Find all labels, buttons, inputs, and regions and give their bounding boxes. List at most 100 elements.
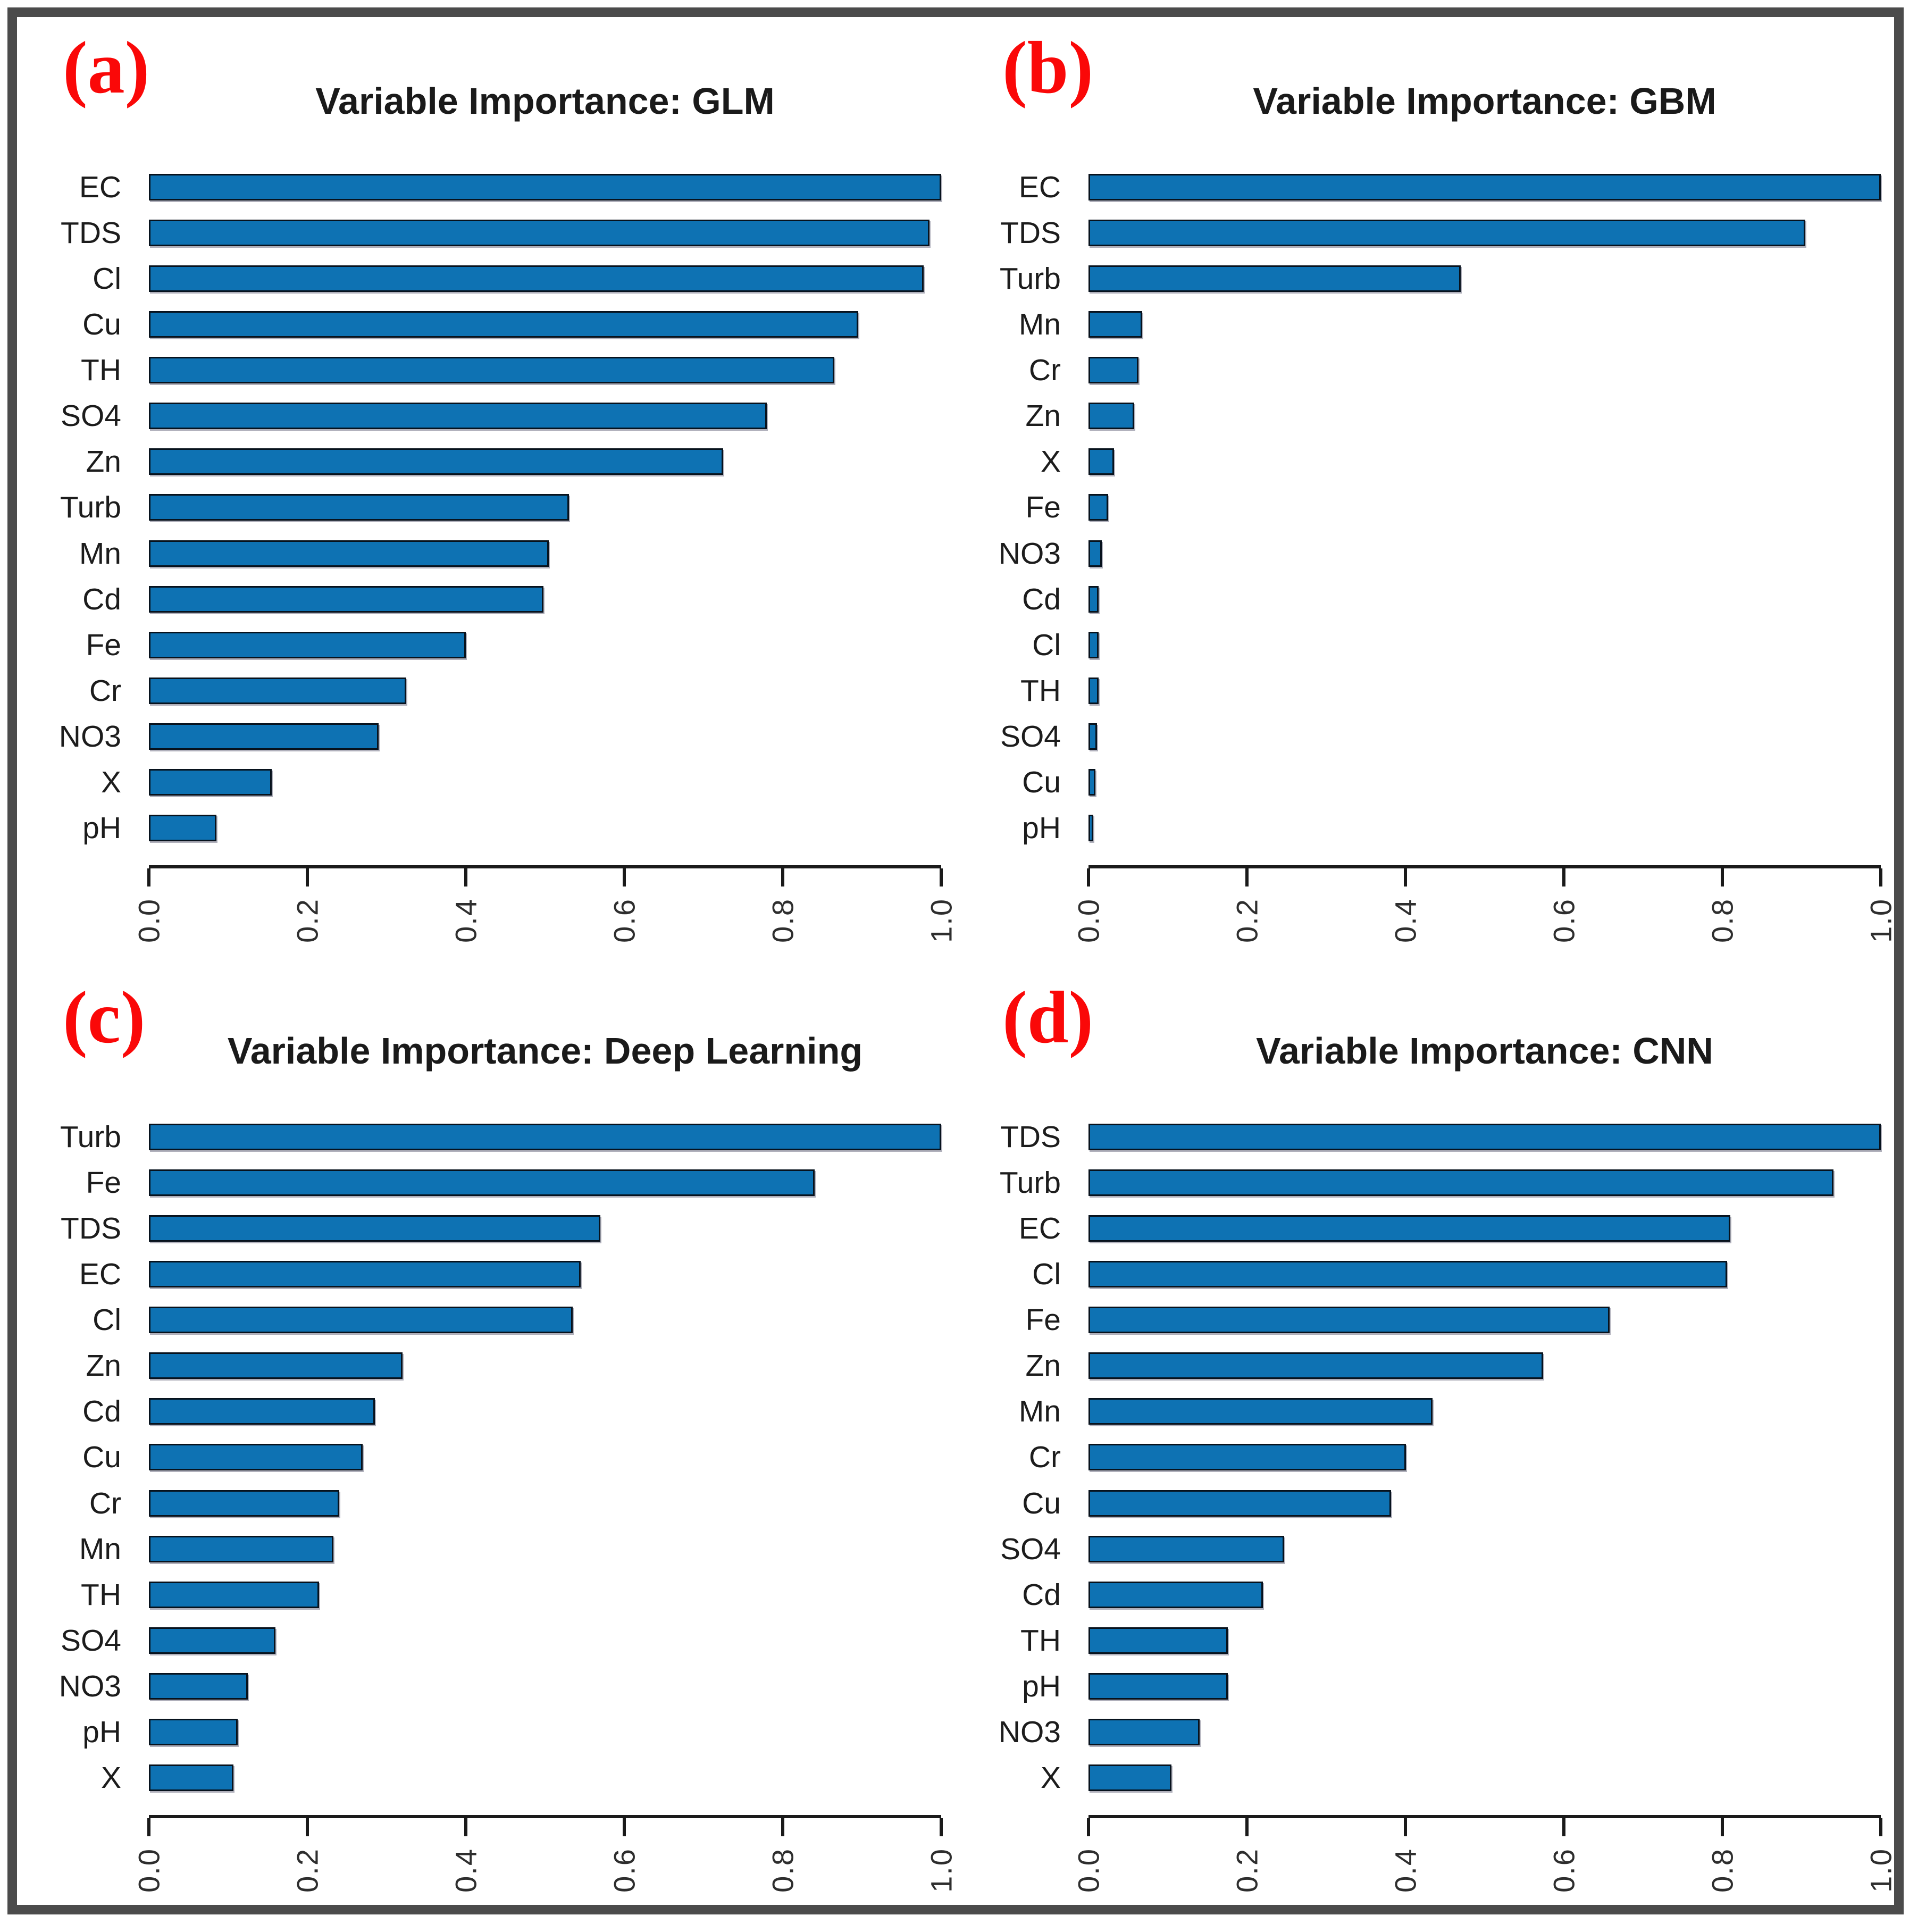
- tick-mark: [1562, 1818, 1565, 1836]
- tick-mark: [1245, 868, 1249, 886]
- tick-mark: [1087, 1818, 1090, 1836]
- importance-bar: [149, 494, 569, 521]
- category-label: Cd: [1022, 1577, 1061, 1612]
- panel-letter: (a): [63, 27, 150, 109]
- tick-mark: [464, 868, 467, 886]
- tick-label-wrap: 0.4: [449, 1848, 483, 1893]
- bar-row: Zn: [86, 1349, 941, 1383]
- tick-mark: [1721, 1818, 1724, 1836]
- tick-label-wrap: 0.0: [1071, 1848, 1106, 1893]
- tick-label: 0.2: [1230, 1848, 1264, 1893]
- category-label: Turb: [60, 490, 121, 525]
- tick-mark: [1879, 868, 1882, 886]
- category-label: EC: [79, 1257, 121, 1292]
- tick-label-wrap: 0.4: [1388, 1848, 1423, 1893]
- tick-label-wrap: 0.2: [290, 1848, 325, 1893]
- plot-area: TDS Turb EC Cl Fe Zn Mn Cr Cu SO4 Cd TH pH NO3 X: [999, 1120, 1881, 1795]
- tick-mark: [464, 1818, 467, 1836]
- tick-label: 0.0: [132, 898, 166, 943]
- tick-label: 0.6: [1547, 1848, 1581, 1893]
- importance-bar: [1088, 1490, 1392, 1517]
- bar-row: X: [1041, 1761, 1881, 1795]
- importance-bar: [149, 1307, 573, 1334]
- tick-mark: [1245, 1818, 1249, 1836]
- plot-area: EC TDS Turb Mn Cr Zn X Fe NO3 Cd Cl TH SO4 Cu pH: [999, 170, 1881, 845]
- category-label: TDS: [61, 1211, 121, 1246]
- category-label: Cu: [1022, 765, 1061, 799]
- tick-label-wrap: 0.0: [132, 1848, 166, 1893]
- importance-bar: [1088, 1672, 1228, 1700]
- category-label: Zn: [1025, 399, 1061, 433]
- bar-row: Cu: [82, 1440, 941, 1474]
- tick-mark: [940, 1818, 943, 1836]
- importance-bar: [1088, 1718, 1200, 1745]
- importance-bar: [149, 311, 858, 338]
- tick-mark: [781, 868, 784, 886]
- bar-row: Cl: [1032, 628, 1881, 662]
- bar-row: Fe: [86, 1166, 941, 1200]
- importance-bar: [1088, 174, 1881, 200]
- category-label: SO4: [1000, 719, 1061, 754]
- panel-title: Variable Importance: CNN: [1256, 1030, 1713, 1072]
- bar-row: SO4: [1000, 1532, 1881, 1566]
- bar-row: Cr: [1029, 1440, 1881, 1474]
- importance-bar: [1088, 586, 1099, 613]
- importance-bar: [149, 1581, 320, 1608]
- importance-bar: [1088, 1124, 1881, 1150]
- category-label: Cl: [93, 1303, 121, 1337]
- bar-row: Cu: [1022, 1486, 1881, 1520]
- category-label: SO4: [60, 1623, 121, 1658]
- importance-bar: [1088, 540, 1102, 567]
- importance-bar: [149, 1718, 238, 1745]
- tick-mark: [1721, 868, 1724, 886]
- category-label: NO3: [998, 1714, 1061, 1749]
- tick-label-wrap: 1.0: [924, 898, 959, 943]
- importance-bar: [149, 1444, 363, 1471]
- tick-label-wrap: 0.0: [132, 898, 166, 943]
- importance-bar: [1088, 1352, 1544, 1379]
- tick-mark: [623, 1818, 626, 1836]
- panel-d: (d) Variable Importance: CNN TDS Turb EC Cl Fe…: [961, 972, 1899, 1916]
- importance-bar: [1088, 677, 1099, 704]
- tick-label: 1.0: [1864, 1848, 1898, 1893]
- bar-row: Cd: [82, 582, 941, 616]
- panel-letter: (d): [1002, 976, 1094, 1059]
- importance-bar: [149, 723, 379, 750]
- importance-bar: [1088, 1444, 1406, 1471]
- panel-title: Variable Importance: Deep Learning: [227, 1030, 863, 1072]
- bar-row: Cr: [89, 1486, 941, 1520]
- tick-label-wrap: 0.6: [607, 898, 642, 943]
- bar-row: SO4: [61, 399, 941, 433]
- bar-row: TH: [1020, 674, 1881, 708]
- bar-row: EC: [79, 1257, 941, 1291]
- bar-row: Zn: [1025, 399, 1881, 433]
- bar-row: Turb: [1000, 1166, 1881, 1200]
- category-label: EC: [1018, 1211, 1061, 1246]
- bar-row: NO3: [999, 1715, 1881, 1749]
- category-label: NO3: [58, 1669, 121, 1703]
- importance-bar: [149, 814, 216, 841]
- tick-label: 0.6: [1547, 898, 1581, 943]
- bar-row: pH: [1022, 1669, 1881, 1703]
- category-label: X: [101, 1760, 121, 1795]
- tick-label: 0.8: [766, 1848, 800, 1893]
- bar-row: NO3: [59, 720, 941, 754]
- tick-mark: [1087, 868, 1090, 886]
- bar-row: Cd: [82, 1394, 941, 1428]
- tick-label-wrap: 1.0: [1864, 898, 1898, 943]
- bar-row: Turb: [60, 1120, 941, 1154]
- tick-label-wrap: 0.8: [1705, 898, 1740, 943]
- importance-bar: [1088, 494, 1109, 521]
- category-label: Cu: [82, 307, 121, 342]
- tick-label-wrap: 0.4: [449, 898, 483, 943]
- bar-row: X: [101, 765, 941, 799]
- category-label: Mn: [79, 536, 121, 571]
- tick-label: 0.2: [290, 1848, 324, 1893]
- tick-label-wrap: 0.0: [1071, 898, 1106, 943]
- importance-bar: [1088, 814, 1093, 841]
- bar-row: SO4: [61, 1624, 941, 1658]
- category-label: Cr: [89, 1486, 121, 1520]
- tick-label: 1.0: [924, 1848, 958, 1893]
